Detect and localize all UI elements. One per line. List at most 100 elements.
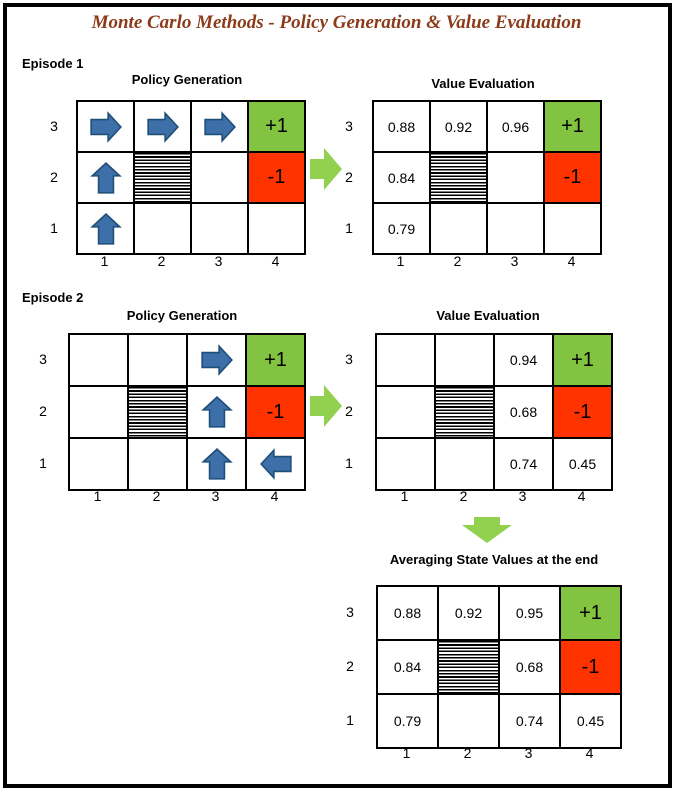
grid-cell: 0.92: [437, 585, 500, 641]
grid-cell: [375, 333, 436, 387]
cell-value: -1: [266, 400, 285, 423]
episode-1-value-col-label: 3: [510, 253, 519, 269]
grid-cell: 0.92: [429, 100, 488, 153]
grid-cell: [76, 202, 135, 255]
cell-value: -1: [581, 655, 600, 678]
episode-2-value-col-label: 2: [459, 488, 468, 504]
cell-value: 0.84: [393, 659, 422, 675]
grid-cell: [127, 437, 188, 491]
grid-cell: 0.94: [493, 333, 554, 387]
episode-1-value-row-label: 1: [345, 219, 353, 236]
grid-cell: [486, 151, 545, 204]
episode-2-policy-grid: +1 -1: [68, 333, 306, 491]
grid-cell: [245, 437, 306, 491]
cell-value: 0.92: [454, 605, 483, 621]
grid-cell: [375, 437, 436, 491]
grid-cell: [190, 151, 249, 204]
episode-2-policy-col-label: 3: [211, 488, 220, 504]
grid-cell: [543, 202, 602, 255]
cell-value: +1: [579, 601, 602, 624]
reward-positive-cell: +1: [247, 100, 306, 153]
page-title: Monte Carlo Methods - Policy Generation …: [91, 12, 582, 33]
episode-2-green-arrow-icon: [310, 385, 342, 427]
grid-cell: [486, 202, 545, 255]
episode-1-green-arrow-icon: [310, 148, 342, 190]
grid-cell: [190, 100, 249, 153]
reward-positive-cell: +1: [552, 333, 613, 387]
grid-cell: [186, 437, 247, 491]
reward-negative-cell: -1: [559, 639, 622, 695]
episode-2-policy-caption: Policy Generation: [126, 308, 238, 323]
cell-value: 0.94: [509, 352, 538, 368]
grid-cell: [190, 202, 249, 255]
reward-negative-cell: -1: [247, 151, 306, 204]
grid-cell: 0.74: [493, 437, 554, 491]
grid-cell: [133, 202, 192, 255]
grid-cell: 0.84: [372, 151, 431, 204]
grid-cell: 0.79: [376, 693, 439, 749]
wall-cell: [434, 385, 495, 439]
episode-2-policy-col-label: 2: [152, 488, 161, 504]
episode-2-policy-row-label: 2: [39, 403, 47, 419]
average-col-label: 1: [402, 745, 411, 761]
episode-2-value-col-label: 3: [518, 488, 527, 504]
episode-1-policy-row-label: 1: [50, 219, 58, 236]
episode-1-value-row-label: 3: [345, 117, 353, 134]
grid-cell: [429, 202, 488, 255]
cell-value: -1: [573, 400, 592, 423]
outer-frame: [3, 3, 672, 788]
grid-cell: [434, 437, 495, 491]
cell-value: 0.88: [393, 605, 422, 621]
episode-1-policy-col-label: 1: [100, 253, 109, 269]
episode-2-value-grid: 0.94 +1 0.68 -1 0.74 0.45: [375, 333, 613, 491]
right-arrow-icon: [188, 343, 245, 377]
average-col-label: 2: [463, 745, 472, 761]
cell-value: 0.45: [568, 456, 597, 472]
cell-value: 0.79: [387, 220, 416, 237]
reward-negative-cell: -1: [543, 151, 602, 204]
grid-cell: 0.45: [559, 693, 622, 749]
reward-positive-cell: +1: [543, 100, 602, 153]
reward-positive-cell: +1: [559, 585, 622, 641]
average-row-label: 1: [346, 712, 354, 728]
left-arrow-icon: [247, 447, 304, 481]
grid-cell: 0.96: [486, 100, 545, 153]
reward-positive-cell: +1: [245, 333, 306, 387]
episode-1-value-caption: Value Evaluation: [431, 76, 535, 91]
up-arrow-icon: [78, 161, 133, 195]
cell-value: -1: [267, 166, 286, 188]
cell-value: 0.96: [501, 118, 530, 135]
cell-value: +1: [265, 115, 288, 137]
average-col-label: 4: [585, 745, 594, 761]
cell-value: 0.68: [509, 404, 538, 420]
episode-2-policy-row-label: 3: [39, 351, 47, 367]
grid-cell: [186, 385, 247, 439]
up-arrow-icon: [78, 212, 133, 246]
episode-1-policy-row-label: 3: [50, 117, 58, 134]
episode-1-policy-col-label: 2: [157, 253, 166, 269]
average-row-label: 2: [346, 658, 354, 674]
grid-cell: 0.79: [372, 202, 431, 255]
grid-cell: 0.88: [376, 585, 439, 641]
episode-2-value-col-label: 1: [400, 488, 409, 504]
episode-2-value-col-label: 4: [577, 488, 586, 504]
episode-2-value-row-label: 1: [345, 455, 353, 471]
reward-negative-cell: -1: [245, 385, 306, 439]
right-arrow-icon: [192, 110, 247, 144]
grid-cell: 0.68: [498, 639, 561, 695]
cell-value: +1: [561, 115, 584, 137]
cell-value: 0.88: [387, 118, 416, 135]
cell-value: -1: [563, 166, 582, 188]
episode-1-policy-row-label: 2: [50, 168, 58, 185]
episode-1-value-row-label: 2: [345, 168, 353, 185]
episode-1-value-col-label: 4: [567, 253, 576, 269]
grid-cell: [68, 437, 129, 491]
cell-value: 0.84: [387, 169, 416, 186]
cell-value: +1: [264, 348, 287, 371]
average-caption: Averaging State Values at the end: [389, 552, 599, 567]
grid-cell: [434, 333, 495, 387]
average-row-label: 3: [346, 604, 354, 620]
reward-negative-cell: -1: [552, 385, 613, 439]
grid-cell: 0.74: [498, 693, 561, 749]
grid-cell: [127, 333, 188, 387]
